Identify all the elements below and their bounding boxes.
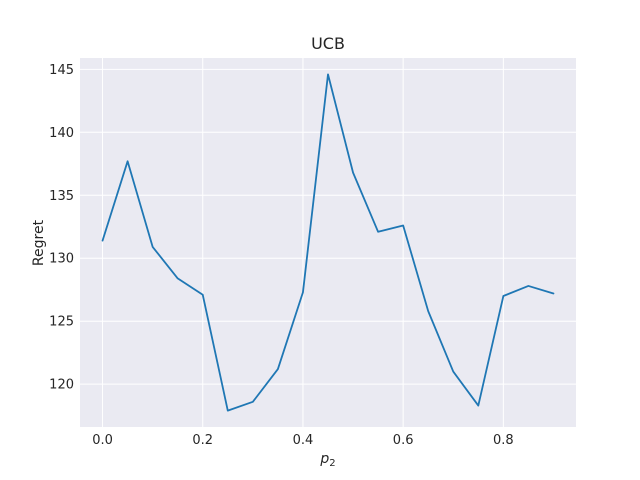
series-layer: [101, 73, 555, 412]
x-tick-label: 0.6: [393, 433, 414, 448]
x-axis-label: p2: [319, 451, 335, 469]
y-tick-label: 120: [49, 378, 74, 393]
grid: [80, 58, 576, 427]
y-tick-label: 130: [49, 252, 74, 267]
x-axis-label-subscript: 2: [329, 458, 335, 469]
x-tick-label: 0.8: [493, 433, 514, 448]
plot-area: [80, 58, 576, 427]
x-tick-label: 0.4: [293, 433, 314, 448]
y-axis-label: Regret: [31, 219, 47, 266]
y-tick-label: 145: [49, 63, 74, 78]
x-tick-labels: 0.0 0.2 0.4 0.6 0.8: [92, 433, 513, 448]
x-axis-label-base: p: [319, 451, 329, 467]
y-tick-label: 140: [49, 126, 74, 141]
chart-title: UCB: [311, 34, 345, 53]
y-tick-label: 135: [49, 189, 74, 204]
y-tick-labels: 120 125 130 135 140 145: [49, 63, 74, 393]
x-tick-label: 0.2: [192, 433, 213, 448]
x-tick-label: 0.0: [92, 433, 113, 448]
y-tick-label: 125: [49, 315, 74, 330]
